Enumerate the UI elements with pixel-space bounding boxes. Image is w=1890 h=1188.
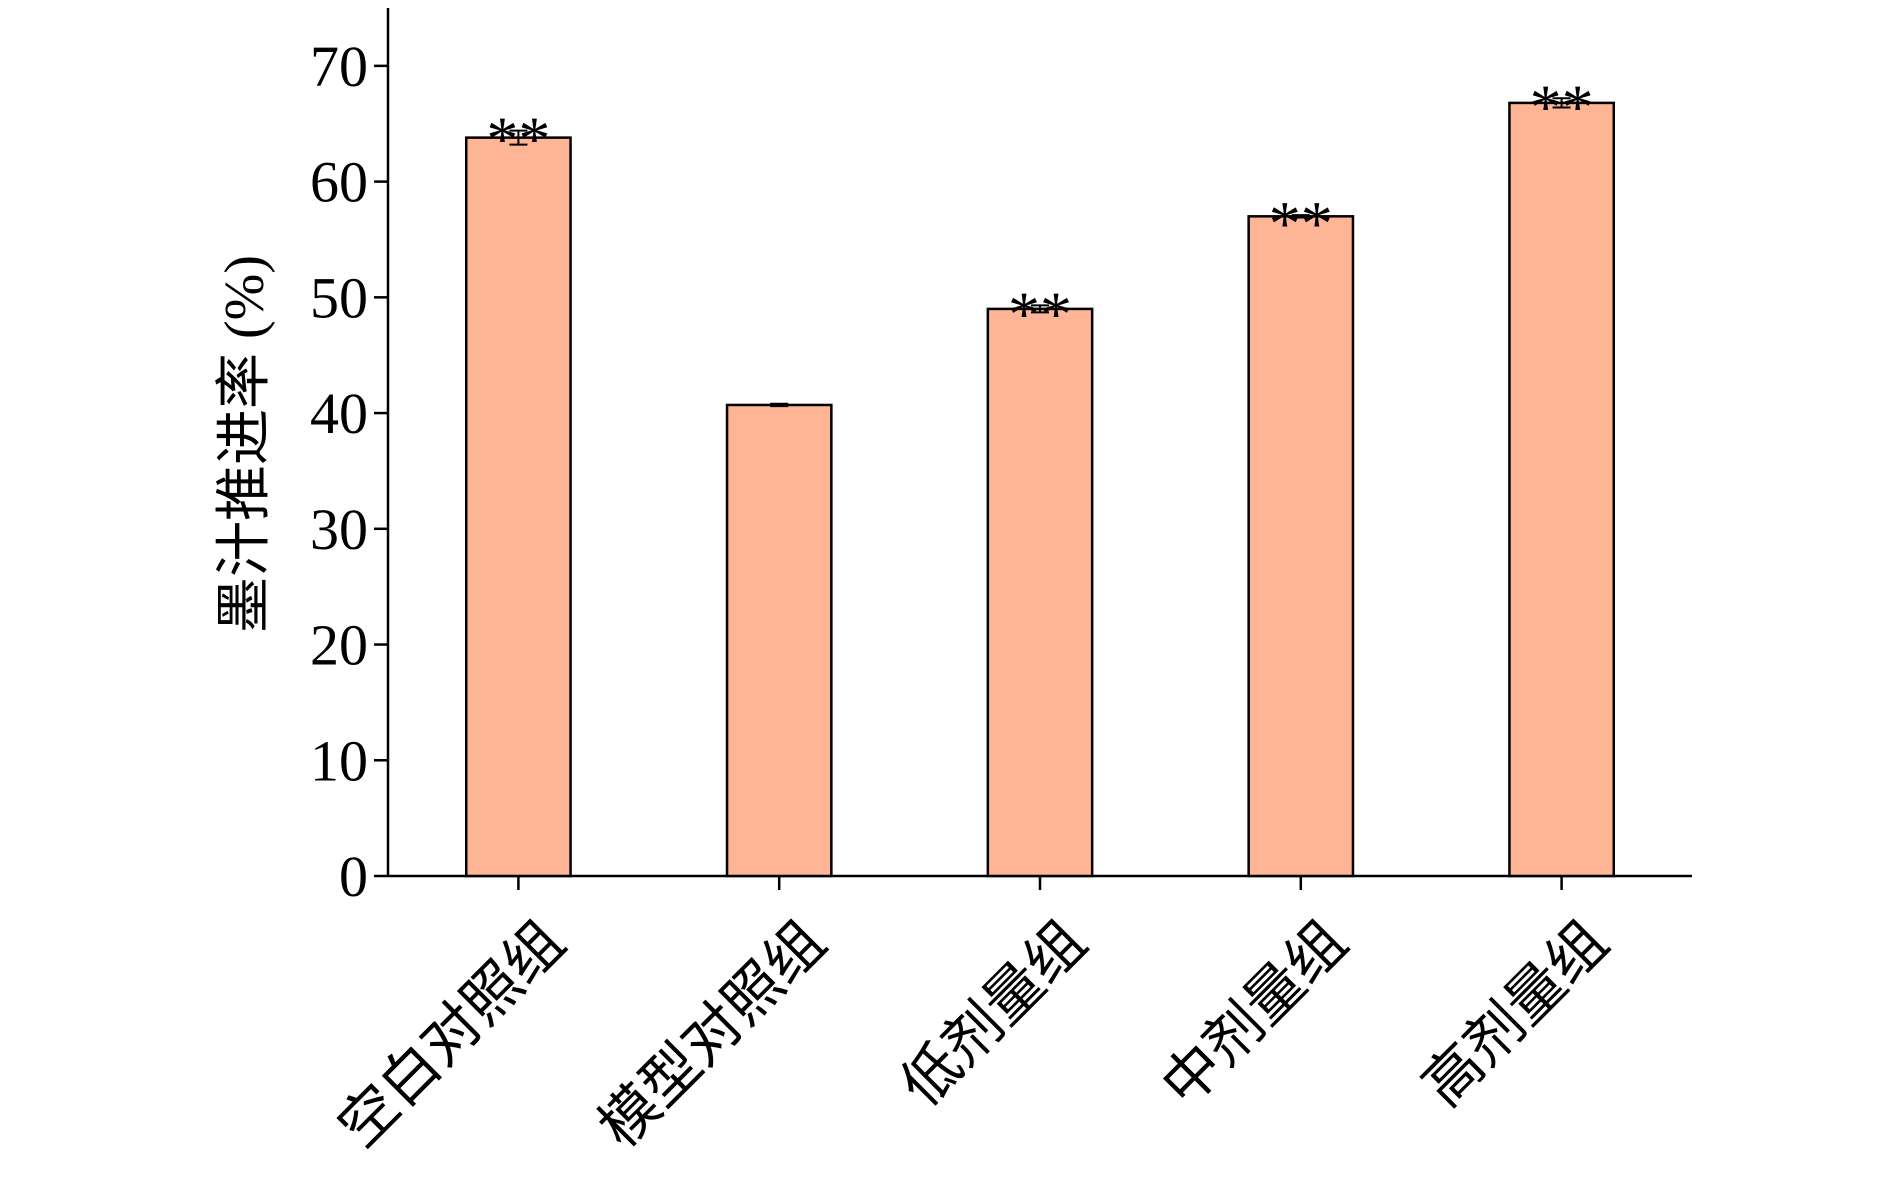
y-tick-label: 0: [339, 844, 368, 909]
x-tick-label: 模型对照组: [587, 909, 838, 1160]
significance-label: **: [1008, 278, 1072, 349]
x-tick-label: 空白对照组: [326, 909, 577, 1160]
x-tick-label: 高剂量组: [1410, 909, 1620, 1119]
y-tick-label: 60: [310, 150, 368, 215]
y-tick-label: 10: [310, 728, 368, 793]
bar: [464, 136, 572, 878]
y-tick-label: 20: [310, 613, 368, 678]
bar: [725, 403, 833, 878]
error-bar: [1291, 214, 1310, 219]
x-tick-label: 低剂量组: [889, 909, 1099, 1119]
bar: [1247, 215, 1355, 878]
error-bar: [1552, 97, 1571, 109]
y-axis-label: 墨汁推进率 (%): [214, 255, 276, 633]
y-tick-label: 70: [310, 34, 368, 99]
error-bar: [770, 402, 789, 408]
error-bar: [509, 129, 528, 146]
y-tick-label: 40: [310, 381, 368, 446]
bar: [1508, 101, 1616, 878]
error-bar: [1031, 304, 1049, 314]
x-tick-label: 中剂量组: [1149, 909, 1359, 1119]
significance-label: **: [1530, 71, 1594, 142]
y-tick-label: 50: [310, 265, 368, 330]
bar: [986, 307, 1094, 878]
significance-label: **: [1269, 188, 1333, 259]
significance-label: **: [486, 104, 550, 175]
y-tick-label: 30: [310, 497, 368, 562]
